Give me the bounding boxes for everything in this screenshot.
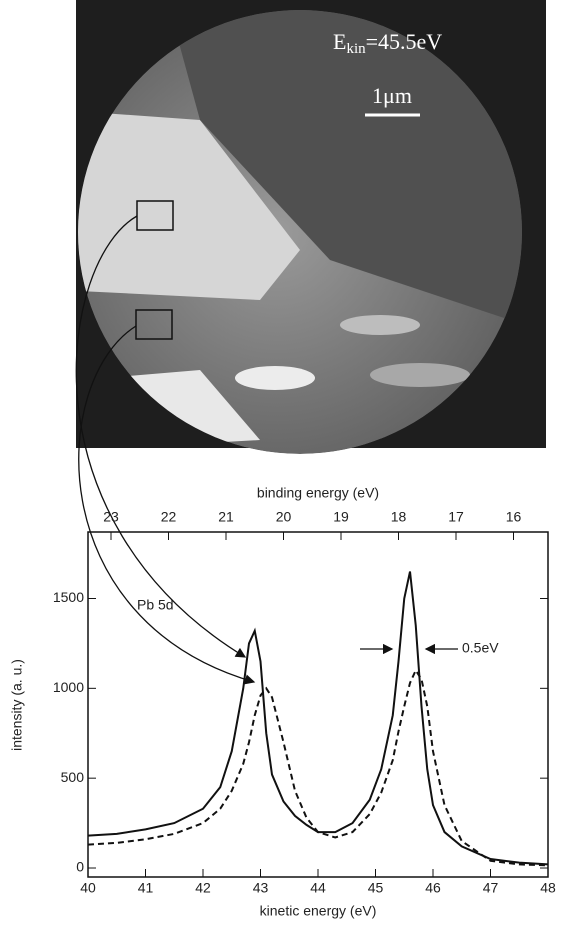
bright-region [78,110,300,300]
x2-tick-label: 20 [276,509,292,525]
x2-tick-label: 16 [506,509,522,525]
y-tick-label: 500 [61,769,85,785]
bright-spot [370,363,470,387]
energy-value: =45.5eV [366,29,443,54]
x2-tick-label: 19 [333,509,349,525]
bright-spot [340,315,420,335]
x-tick-label: 48 [540,880,556,896]
region-box [135,309,173,340]
data-line [87,668,549,867]
x2-axis-label: binding energy (eV) [257,485,379,501]
dark-region [170,10,522,330]
region-box [136,200,174,231]
micrograph [78,10,522,454]
y-tick-label: 1000 [53,679,84,695]
annotation: Pb 5d [137,597,174,613]
x-tick-label: 44 [310,880,326,896]
annotation: 0.5eV [462,640,499,656]
x-tick-label: 40 [80,880,96,896]
energy-subscript: kin [346,41,366,57]
x-tick-label: 43 [253,880,269,896]
link-arrow [75,215,247,658]
energy-label: Ekin=45.5eV [333,29,442,57]
y-axis-label: intensity (a. u.) [9,659,25,751]
scale-bar-label: 1μm [372,83,412,108]
x-tick-label: 41 [138,880,154,896]
x-axis-label: kinetic energy (eV) [260,903,377,919]
link-arrow [78,325,256,685]
energy-symbol: E [333,29,346,54]
x-tick-label: 46 [425,880,441,896]
y-tick-label: 0 [76,859,84,875]
data-line [87,571,549,866]
y-tick-label: 1500 [53,589,84,605]
x2-tick-label: 22 [161,509,177,525]
x2-tick-label: 17 [448,509,464,525]
x-tick-label: 45 [368,880,384,896]
x2-tick-label: 21 [218,509,234,525]
x-tick-label: 42 [195,880,211,896]
x-tick-label: 47 [483,880,499,896]
x2-tick-label: 23 [103,509,119,525]
x2-tick-label: 18 [391,509,407,525]
bright-spot [235,366,315,390]
